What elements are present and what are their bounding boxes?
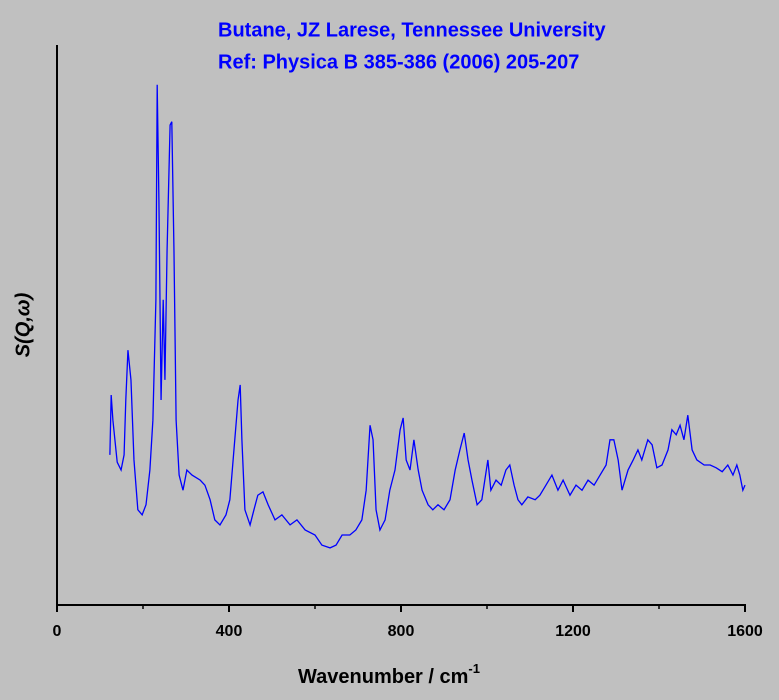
x-axis-label-text: Wavenumber / cm bbox=[298, 666, 468, 688]
annotation: Butane, JZ Larese, Tennessee University bbox=[218, 19, 606, 41]
x-axis-label-superscript: -1 bbox=[468, 661, 480, 676]
x-tick-label: 0 bbox=[53, 623, 62, 640]
y-axis-label: S(Q,ω) bbox=[12, 292, 34, 357]
x-tick-label: 800 bbox=[388, 623, 415, 640]
annotation: Ref: Physica B 385-386 (2006) 205-207 bbox=[218, 51, 579, 73]
x-tick-label: 1600 bbox=[727, 623, 763, 640]
x-tick-label: 400 bbox=[216, 623, 243, 640]
x-tick-label: 1200 bbox=[555, 623, 591, 640]
spectrum-line bbox=[109, 84, 746, 549]
x-axis-label: Wavenumber / cm-1 bbox=[298, 661, 480, 688]
